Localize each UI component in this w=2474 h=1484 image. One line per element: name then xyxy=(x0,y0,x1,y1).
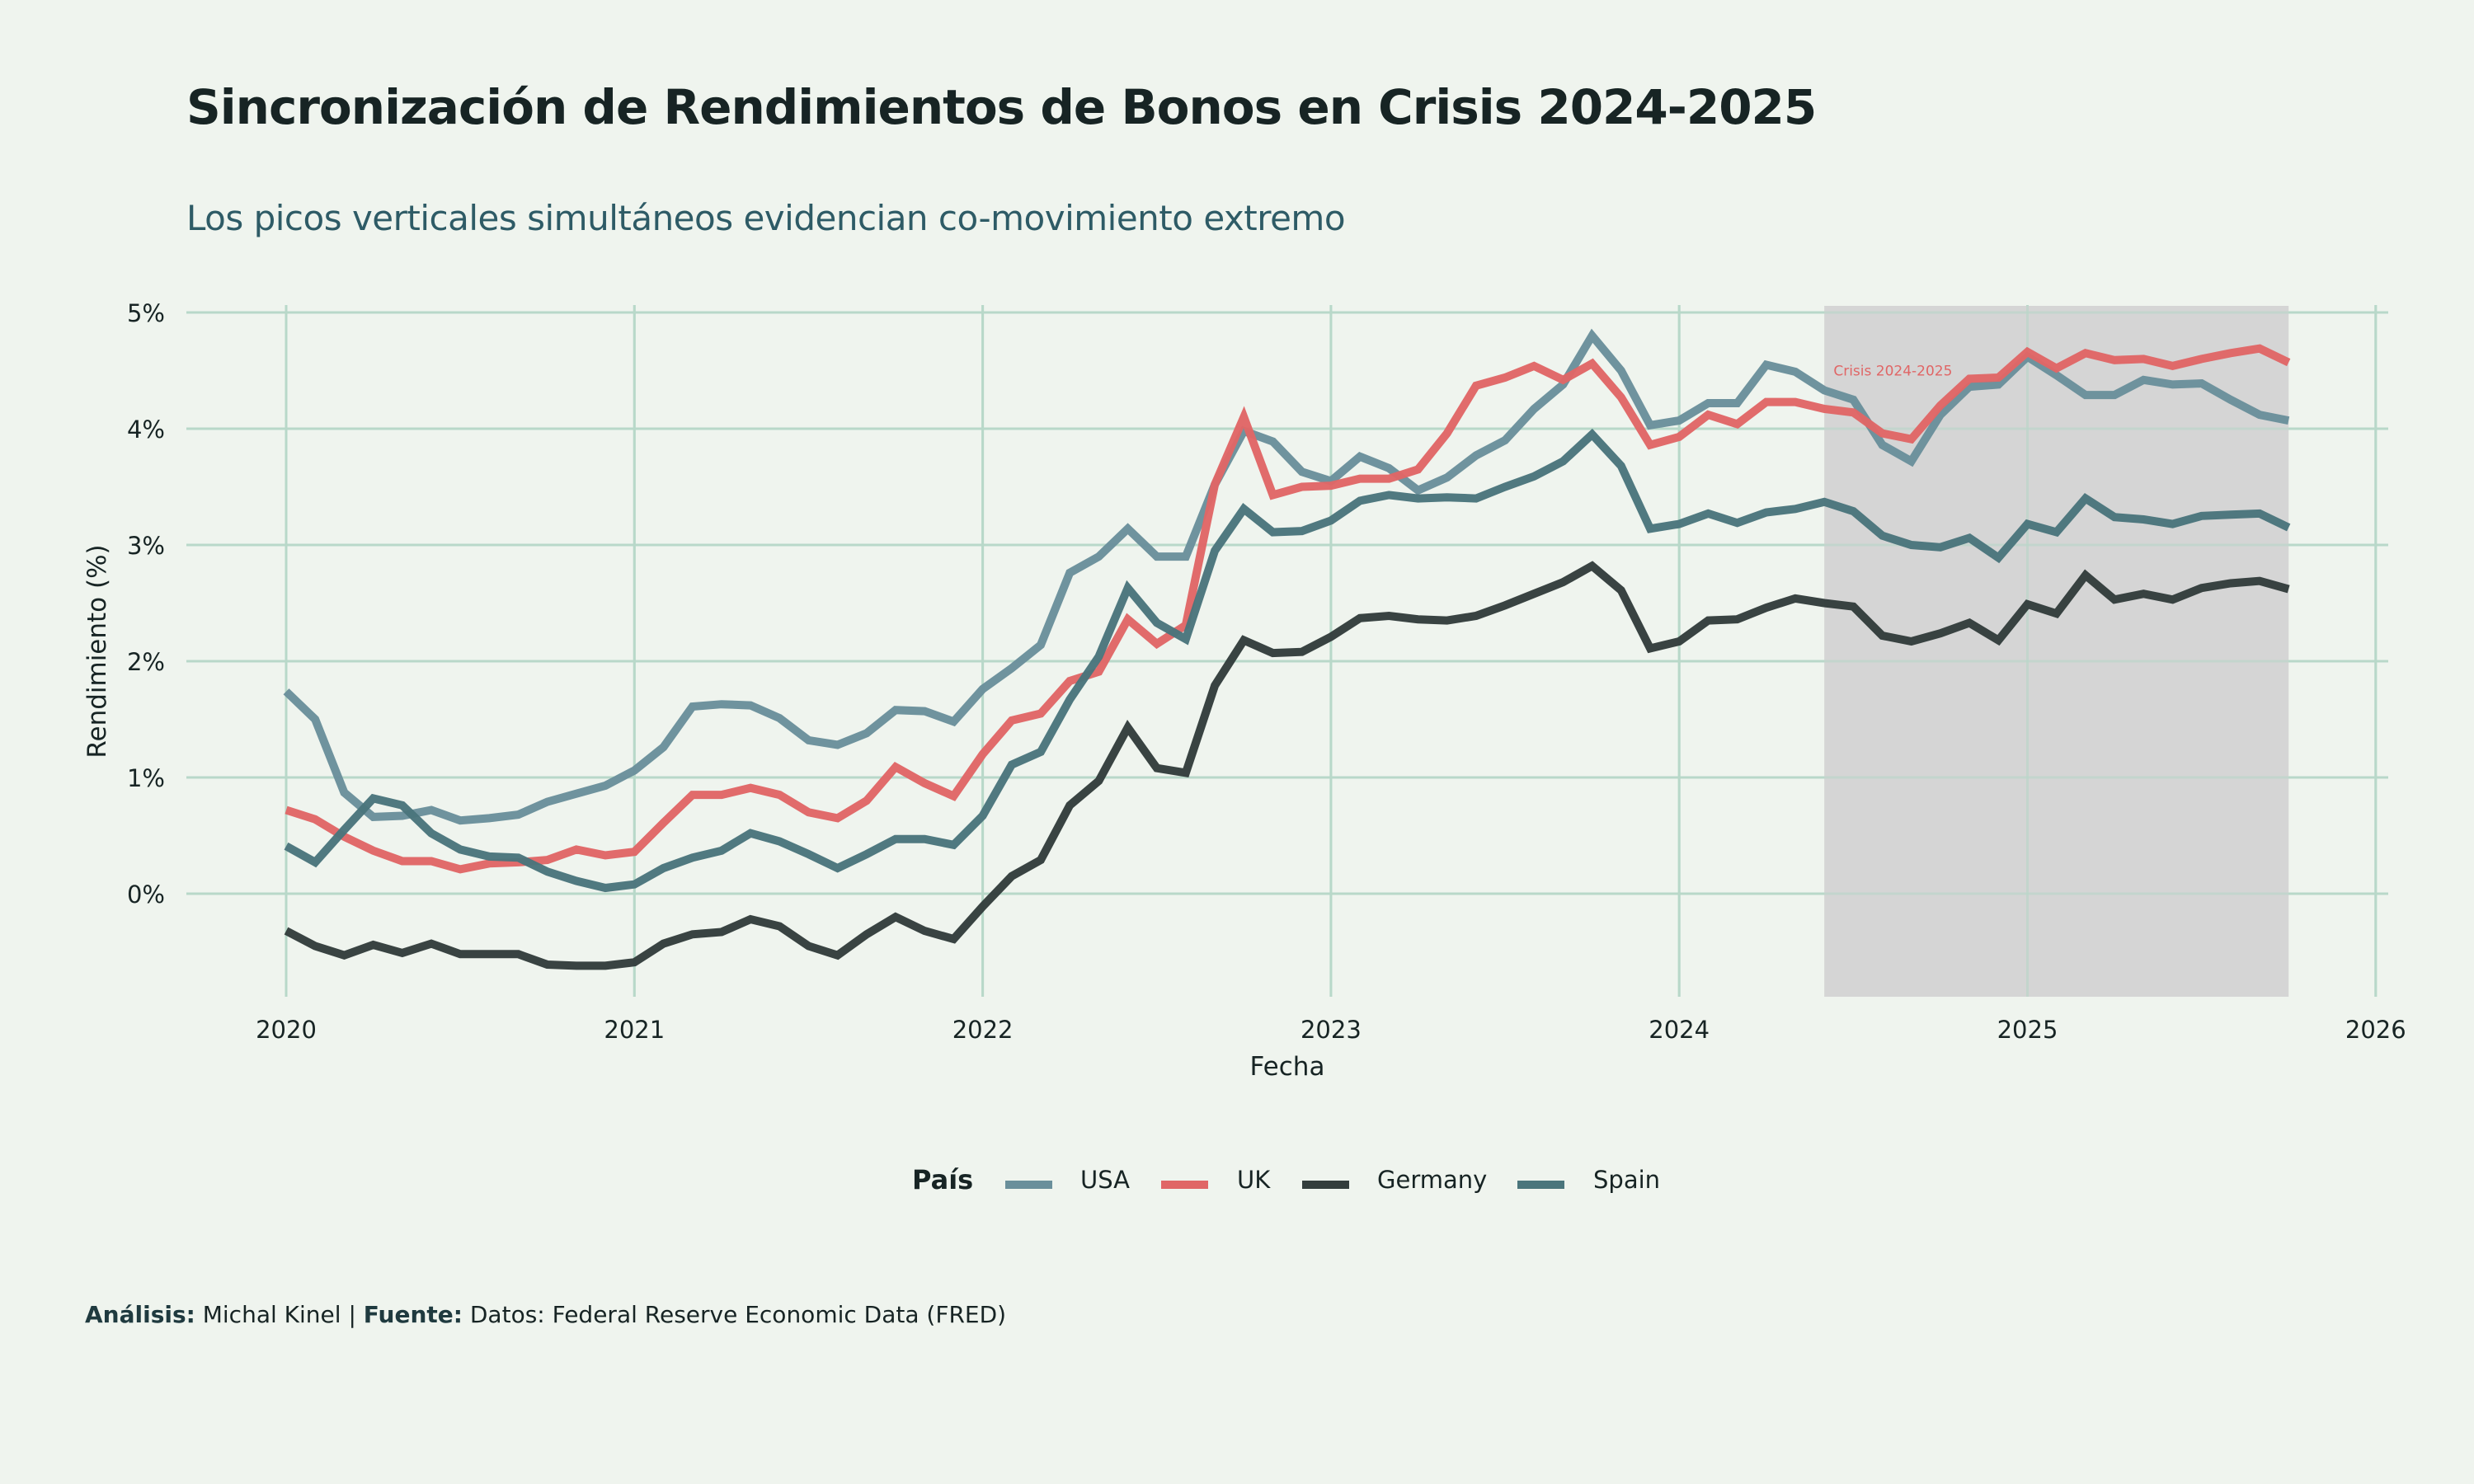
y-tick-label: 0% xyxy=(127,881,165,909)
caption-separator: | xyxy=(348,1301,356,1328)
y-tick-label: 1% xyxy=(127,764,165,792)
legend-key-usa xyxy=(1005,1181,1052,1189)
axis-labels: Rendimiento (%) Fecha 0% 1% 2% 3% 4% 5% 2020 20… xyxy=(82,299,2406,1082)
series-line-usa xyxy=(283,328,2290,825)
legend-label-spain: Spain xyxy=(1593,1166,1661,1194)
legend-label-uk: UK xyxy=(1237,1166,1271,1194)
legend-key-uk xyxy=(1161,1181,1208,1189)
x-tick-label: 2023 xyxy=(1300,1016,1362,1044)
y-axis-label: Rendimiento (%) xyxy=(82,544,112,758)
caption-analysis-value: Michal Kinel xyxy=(202,1301,341,1328)
legend-label-germany: Germany xyxy=(1377,1166,1488,1194)
legend-label-usa: USA xyxy=(1080,1166,1131,1194)
chart-title: Sincronización de Rendimientos de Bonos … xyxy=(186,79,1817,135)
caption: Análisis: Michal Kinel | Fuente: Datos: … xyxy=(85,1301,1006,1328)
chart-subtitle: Los picos verticales simultáneos evidenc… xyxy=(186,198,1346,238)
legend: País USA UK Germany Spain xyxy=(0,1164,2474,1204)
caption-analysis-label: Análisis: xyxy=(85,1301,195,1328)
x-tick-label: 2020 xyxy=(256,1016,317,1044)
series-layer xyxy=(283,328,2291,970)
y-tick-label: 2% xyxy=(127,648,165,676)
crisis-annotation-label: Crisis 2024-2025 xyxy=(1833,364,1952,380)
legend-key-spain xyxy=(1517,1181,1564,1189)
y-tick-label: 5% xyxy=(127,299,165,327)
series-line-uk xyxy=(285,344,2291,874)
x-tick-label: 2026 xyxy=(2345,1016,2406,1044)
crisis-shade-layer: Crisis 2024-2025 xyxy=(186,305,2388,997)
x-tick-label: 2022 xyxy=(952,1016,1014,1044)
series-line-germany xyxy=(284,561,2290,970)
x-tick-label: 2024 xyxy=(1649,1016,1710,1044)
series-line-spain xyxy=(284,428,2291,893)
y-tick-label: 4% xyxy=(127,416,165,444)
caption-source-value: Datos: Federal Reserve Economic Data (FR… xyxy=(469,1301,1007,1328)
legend-key-germany xyxy=(1302,1181,1349,1189)
x-tick-label: 2021 xyxy=(604,1016,665,1044)
legend-title: País xyxy=(912,1164,974,1195)
caption-source-label: Fuente: xyxy=(363,1301,463,1328)
x-axis-label: Fecha xyxy=(1250,1052,1325,1082)
x-tick-label: 2025 xyxy=(1997,1016,2058,1044)
y-tick-label: 3% xyxy=(127,532,165,560)
crisis-shaded-region xyxy=(1824,306,2289,997)
